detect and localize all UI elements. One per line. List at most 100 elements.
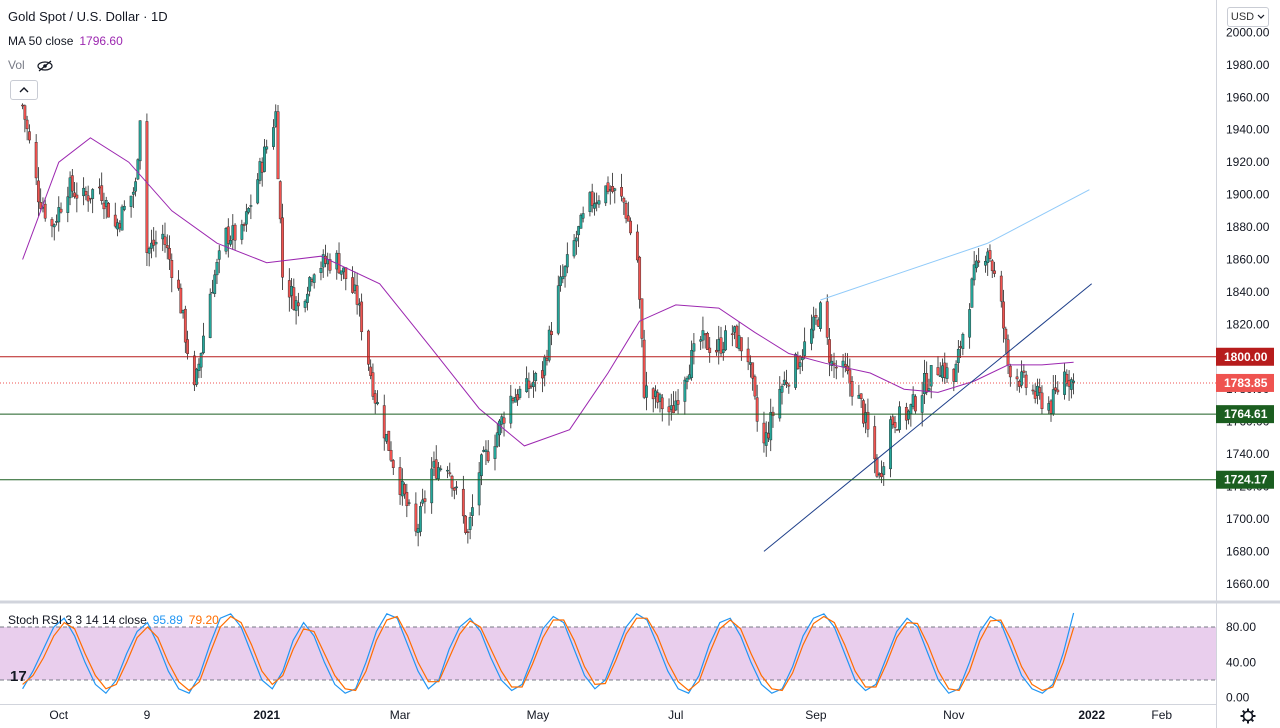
candle[interactable] [857, 384, 861, 399]
candle[interactable] [972, 251, 976, 286]
candle[interactable] [1004, 326, 1008, 354]
candle[interactable] [233, 223, 237, 251]
candle[interactable] [751, 362, 755, 391]
candle[interactable] [312, 273, 316, 289]
candle[interactable] [21, 103, 25, 110]
candle[interactable] [179, 283, 183, 314]
candle[interactable] [527, 372, 531, 399]
candle[interactable] [387, 430, 391, 451]
candle[interactable] [672, 391, 675, 414]
candle[interactable] [814, 308, 818, 325]
ma-legend[interactable]: MA 50 close 1796.60 [8, 34, 123, 48]
candle[interactable] [421, 488, 425, 507]
candle[interactable] [737, 321, 741, 352]
candle[interactable] [565, 242, 569, 274]
candle[interactable] [513, 388, 517, 403]
candle[interactable] [676, 389, 680, 414]
candle[interactable] [1067, 370, 1071, 401]
candle[interactable] [532, 370, 535, 398]
candle[interactable] [70, 169, 74, 198]
candle[interactable] [828, 327, 831, 377]
candle[interactable] [215, 258, 219, 285]
candle[interactable] [782, 371, 786, 386]
candle[interactable] [450, 474, 454, 497]
candle[interactable] [925, 361, 929, 396]
candle[interactable] [626, 201, 630, 222]
candle[interactable] [147, 246, 151, 267]
candle[interactable] [581, 206, 585, 223]
candle[interactable] [796, 351, 800, 370]
candle[interactable] [762, 411, 766, 453]
candle[interactable] [37, 167, 40, 217]
candle[interactable] [651, 387, 655, 413]
candle[interactable] [224, 227, 228, 255]
candle[interactable] [116, 218, 119, 237]
candle[interactable] [746, 337, 750, 371]
candle[interactable] [1031, 384, 1035, 395]
candle[interactable] [1017, 379, 1021, 393]
candle[interactable] [875, 454, 879, 478]
candle[interactable] [715, 339, 718, 356]
candle[interactable] [154, 230, 158, 258]
candle[interactable] [739, 337, 743, 361]
stoch-legend[interactable]: Stoch RSI 3 3 14 14 close 95.89 79.20 [8, 613, 219, 627]
candle[interactable] [34, 134, 38, 186]
candle[interactable] [717, 325, 721, 365]
candle[interactable] [163, 222, 167, 253]
candle[interactable] [229, 235, 232, 247]
candle[interactable] [561, 264, 565, 284]
candle[interactable] [620, 173, 623, 202]
candle[interactable] [642, 329, 646, 400]
candle[interactable] [862, 398, 865, 428]
candle[interactable] [168, 235, 171, 270]
candle[interactable] [622, 196, 626, 215]
candle[interactable] [170, 253, 174, 293]
candle[interactable] [961, 332, 965, 356]
candle[interactable] [1063, 362, 1066, 400]
candle[interactable] [59, 202, 63, 214]
candle[interactable] [975, 254, 978, 273]
candle[interactable] [276, 104, 280, 180]
candle[interactable] [400, 468, 404, 506]
candle[interactable] [656, 389, 660, 409]
candle[interactable] [895, 428, 899, 431]
stoch-pane[interactable] [0, 612, 1216, 695]
candle[interactable] [464, 515, 468, 535]
candle[interactable] [181, 309, 185, 319]
candle[interactable] [486, 440, 490, 463]
candle[interactable] [873, 415, 877, 474]
candle[interactable] [52, 223, 56, 241]
candle[interactable] [138, 120, 142, 170]
candle[interactable] [86, 185, 90, 212]
candle[interactable] [667, 398, 671, 426]
candle[interactable] [461, 475, 465, 524]
candle[interactable] [131, 187, 135, 209]
candle[interactable] [247, 207, 251, 215]
candle[interactable] [150, 229, 153, 259]
candle[interactable] [342, 267, 345, 280]
candle[interactable] [337, 242, 341, 274]
candle[interactable] [608, 185, 612, 205]
candle[interactable] [165, 234, 169, 260]
candle[interactable] [367, 329, 370, 371]
candle[interactable] [968, 303, 972, 349]
candle[interactable] [753, 374, 757, 400]
candle[interactable] [468, 512, 472, 540]
candle[interactable] [913, 394, 917, 414]
candle[interactable] [518, 385, 522, 400]
candle[interactable] [355, 272, 359, 315]
candle[interactable] [810, 314, 813, 351]
candle[interactable] [785, 369, 788, 389]
candle[interactable] [136, 158, 140, 181]
candle[interactable] [310, 277, 314, 287]
candle[interactable] [211, 279, 214, 294]
candle[interactable] [690, 340, 694, 381]
candle[interactable] [866, 398, 870, 438]
candle[interactable] [848, 358, 852, 397]
candle[interactable] [764, 421, 768, 457]
candle[interactable] [39, 188, 43, 212]
candle[interactable] [152, 227, 156, 252]
candle[interactable] [541, 361, 544, 393]
candle[interactable] [495, 422, 499, 448]
